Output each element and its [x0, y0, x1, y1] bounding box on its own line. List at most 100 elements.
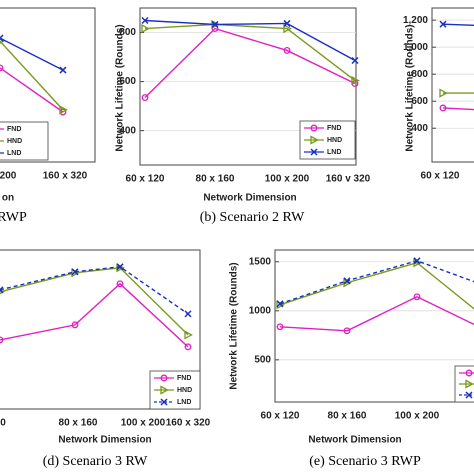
y-tick-label: 400: [411, 123, 428, 134]
y-axis-label: Network Lifetime (Rounds): [405, 24, 416, 151]
marker: [141, 94, 149, 101]
y-axis-label: Network Lifetime (Rounds): [229, 262, 240, 389]
x-tick-label: 160 x 320: [166, 418, 211, 429]
x-tick-label: 200: [0, 171, 17, 182]
legend-label: LND: [327, 149, 341, 156]
y-tick-label: 500: [254, 354, 271, 365]
legend-label: FND: [177, 375, 191, 382]
x-tick-label: 100 x 200: [265, 174, 310, 185]
panel: 400 600 800 60 x 120 80 x 160 100 x 200 160 v …: [115, 7, 371, 225]
caption: (e) Scenario 3 RWP: [309, 454, 421, 469]
marker: [71, 268, 79, 276]
marker: [439, 104, 447, 112]
marker: [141, 16, 149, 25]
marker: [0, 38, 5, 44]
marker: [310, 124, 318, 132]
marker: [160, 398, 168, 406]
legend: [0, 121, 49, 161]
panel: 400 600 800 1,000 1,200 60 x 120 Network Lifet…: [403, 7, 474, 182]
caption: (b) Scenario 2 RW: [200, 210, 305, 225]
marker: [160, 374, 168, 382]
y-tick-label: 1,200: [403, 15, 428, 26]
marker: [283, 24, 292, 34]
caption: RWP: [0, 210, 27, 225]
marker: [184, 343, 192, 351]
panel: 500 1000 1500 60 x 120 80 x 160 100 x 200 Netw…: [229, 249, 474, 469]
x-tick-label: 80 x 160: [59, 418, 98, 429]
series-line: [0, 67, 64, 113]
legend-label: FND: [327, 125, 341, 132]
y-tick-label: 600: [119, 76, 136, 87]
marker: [413, 293, 421, 301]
x-tick-label: 60 x 120: [261, 411, 300, 422]
x-axis-label: on: [2, 193, 14, 204]
marker: [116, 263, 124, 271]
x-tick-label: 160 x 320: [43, 171, 88, 182]
marker: [310, 135, 319, 145]
marker: [141, 24, 150, 34]
marker: [59, 66, 67, 74]
y-tick-label: 600: [411, 96, 428, 107]
series-line: [0, 266, 189, 315]
y-tick-label: 1,000: [403, 42, 428, 53]
marker: [439, 20, 447, 28]
y-axis-label: Network Lifetime (Rounds): [115, 24, 126, 151]
legend-label: HND: [7, 138, 22, 145]
x-tick-label: 0: [0, 418, 6, 429]
series-line: [144, 23, 356, 82]
panel: 0 80 x 160 100 x 200 160 x 320 FND HND LND Netw…: [0, 249, 211, 469]
marker: [283, 19, 291, 27]
marker: [343, 277, 351, 285]
legend-label: LND: [177, 399, 191, 406]
x-tick-label: 100 x 200: [395, 411, 440, 422]
series-line: [0, 282, 189, 348]
marker: [276, 300, 284, 308]
y-tick-label: 400: [119, 125, 136, 136]
x-tick-label: 80 x 160: [196, 174, 235, 185]
marker: [465, 379, 474, 389]
x-tick-label: 60 x 120: [126, 174, 165, 185]
marker: [343, 327, 351, 335]
series-line: [144, 27, 356, 99]
marker: [465, 369, 473, 377]
marker: [283, 46, 291, 54]
marker: [211, 20, 219, 28]
marker: [276, 323, 284, 331]
marker: [160, 385, 169, 395]
legend-label: FND: [7, 126, 21, 133]
x-axis-label: Network Dimension: [203, 193, 296, 204]
marker: [0, 64, 4, 72]
x-tick-label: 60 x 120: [421, 171, 460, 182]
series-line: [442, 23, 474, 26]
marker: [0, 34, 4, 42]
marker: [116, 280, 124, 288]
marker: [184, 310, 192, 318]
marker: [0, 286, 4, 294]
legend-label: HND: [177, 387, 192, 394]
y-tick-label: 1000: [249, 305, 272, 316]
caption: (d) Scenario 3 RW: [43, 454, 148, 469]
y-tick-label: 1500: [249, 256, 272, 267]
series-line: [442, 107, 474, 111]
plot-area: [431, 7, 474, 163]
marker: [71, 321, 79, 329]
series-line: [0, 267, 189, 336]
series-line: [279, 261, 474, 310]
marker: [351, 76, 360, 86]
series-line: [279, 295, 474, 332]
x-tick-label: 80 x 160: [328, 411, 367, 422]
series-line: [144, 19, 356, 62]
legend-label: LND: [7, 150, 21, 157]
x-tick-label: 160 v 320: [326, 174, 371, 185]
y-tick-label: 800: [119, 27, 136, 38]
marker: [439, 88, 448, 98]
series-line: [279, 260, 474, 305]
panel: 200 160 x 320 FND HND LND on RWP: [0, 7, 96, 225]
marker: [465, 391, 473, 399]
marker: [413, 257, 421, 265]
x-axis-label: Network Dimension: [308, 435, 401, 446]
marker: [184, 330, 193, 340]
marker: [351, 56, 359, 65]
